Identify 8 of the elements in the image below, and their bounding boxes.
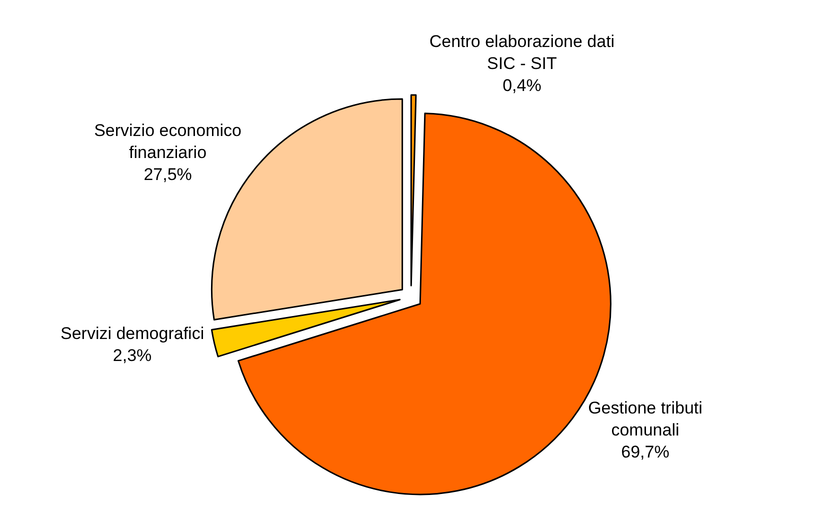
data-label: 0,4% [502,76,542,96]
slice-label: Gestione tributi comunali [588,398,702,440]
data-label: 27,5% [144,165,192,184]
slice-label: Servizio economico finanziario [94,121,242,162]
slice-label: Servizi demografici [60,324,204,343]
slice-label: Centro elaborazione dati SIC - SIT [429,32,615,73]
data-label: 2,3% [112,346,152,365]
data-label: 69,7% [621,442,670,462]
